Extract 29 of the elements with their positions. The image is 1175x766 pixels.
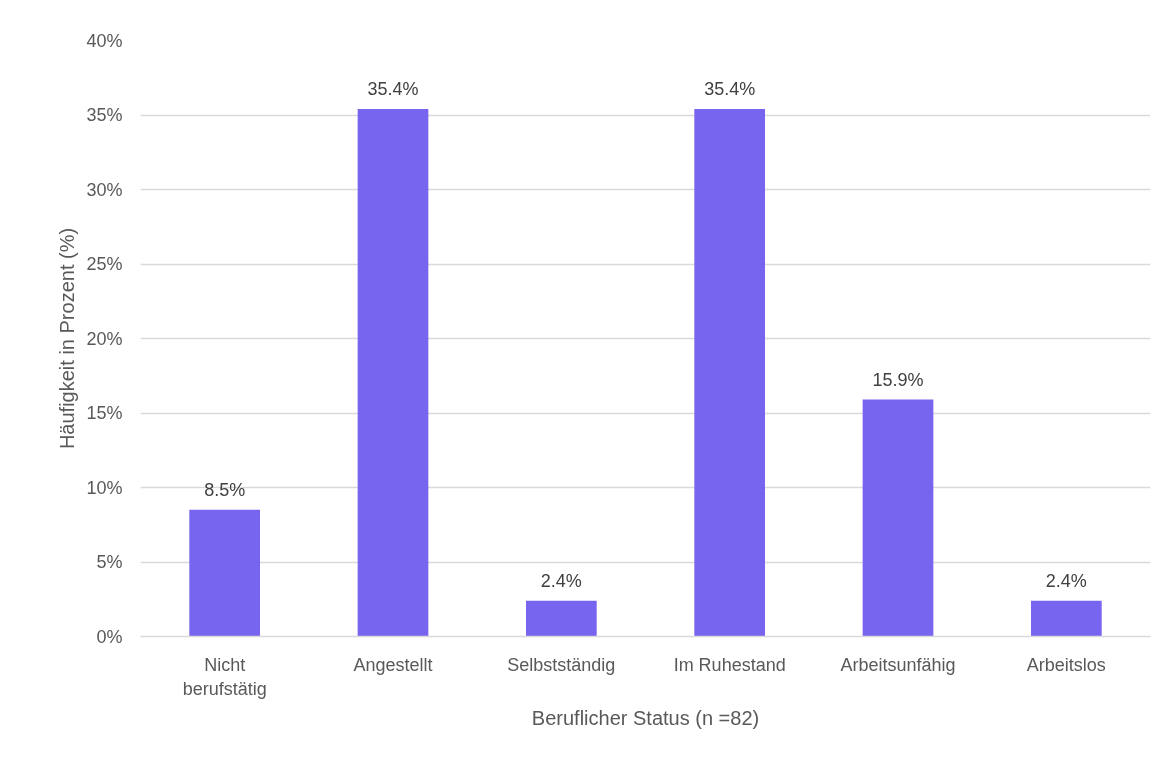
- y-tick-label: 35%: [86, 105, 123, 125]
- y-axis-title: Häufigkeit in Prozent (%): [56, 227, 79, 450]
- x-axis-title: Beruflicher Status (n =82): [531, 706, 760, 729]
- bar: [694, 109, 766, 637]
- bar: [862, 399, 934, 637]
- data-label: 2.4%: [540, 570, 582, 591]
- x-tick-label: Angestellt: [353, 654, 433, 675]
- bar: [1030, 600, 1102, 637]
- y-tick-label: 15%: [86, 403, 123, 423]
- bar: [357, 109, 429, 637]
- data-label: 35.4%: [367, 79, 419, 100]
- x-tick-label: Selbstständig: [507, 654, 616, 675]
- x-tick-label: Im Ruhestand: [673, 654, 786, 675]
- y-tick-label: 0%: [96, 626, 123, 647]
- x-tick-label: Arbeitslos: [1026, 654, 1106, 675]
- bar: [525, 600, 597, 637]
- y-tick-label: 30%: [86, 179, 123, 200]
- bar: [189, 509, 261, 637]
- data-label: 15.9%: [872, 369, 924, 390]
- data-label: 8.5%: [204, 479, 246, 500]
- data-label: 35.4%: [704, 79, 756, 100]
- y-tick-label: 5%: [96, 552, 123, 572]
- y-tick-label: 25%: [86, 254, 123, 274]
- x-tick-label: Nicht berufstätig: [182, 654, 267, 699]
- data-label: 2.4%: [1045, 570, 1087, 591]
- y-tick-label: 20%: [86, 328, 123, 349]
- y-tick-label: 40%: [86, 30, 123, 51]
- y-tick-label: 10%: [86, 477, 123, 498]
- x-tick-label: Arbeitsunfähig: [840, 654, 956, 675]
